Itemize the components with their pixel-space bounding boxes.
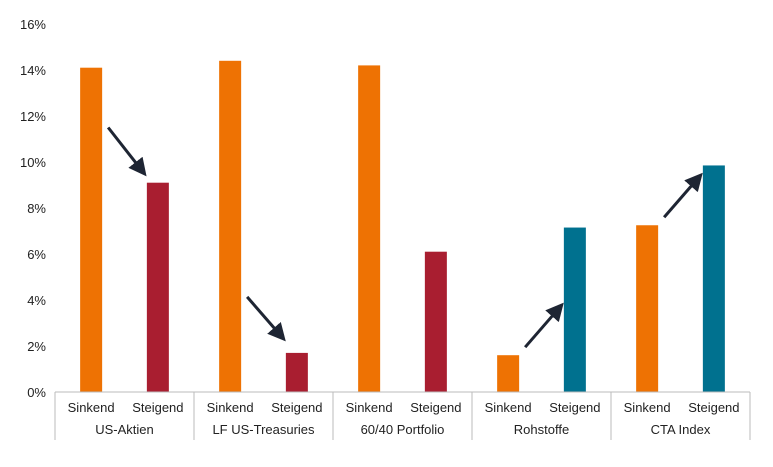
- bar-sinkend: [358, 65, 381, 393]
- x-tick-label: Sinkend: [624, 400, 671, 415]
- group-label: US-Aktien: [95, 422, 154, 437]
- x-tick-label: Steigend: [549, 400, 600, 415]
- group-label: 60/40 Portfolio: [361, 422, 445, 437]
- y-tick-label: 0%: [27, 385, 46, 400]
- x-tick-label: Steigend: [132, 400, 183, 415]
- trend-arrow-down: [246, 295, 286, 342]
- bar-steigend: [424, 251, 447, 392]
- y-axis: 0% 2% 4% 6% 8% 10% 12% 14% 16%: [20, 17, 46, 400]
- bar-sinkend: [219, 60, 242, 393]
- trend-arrows: [106, 126, 703, 349]
- trend-arrow-down: [106, 126, 147, 177]
- group-label: Rohstoffe: [514, 422, 569, 437]
- y-tick-label: 14%: [20, 63, 46, 78]
- x-tick-label: Steigend: [410, 400, 461, 415]
- y-tick-label: 16%: [20, 17, 46, 32]
- x-tick-label: Sinkend: [485, 400, 532, 415]
- bar-sinkend: [497, 355, 520, 392]
- x-tick-label: Sinkend: [68, 400, 115, 415]
- bars: [80, 60, 725, 393]
- trend-arrow-up: [524, 302, 564, 349]
- y-tick-label: 10%: [20, 155, 46, 170]
- y-tick-label: 4%: [27, 293, 46, 308]
- y-tick-label: 12%: [20, 109, 46, 124]
- x-tick-label: Steigend: [271, 400, 322, 415]
- x-axis: Sinkend Steigend US-Aktien Sinkend Steigend L…: [54, 391, 751, 440]
- x-tick-label: Steigend: [688, 400, 739, 415]
- x-tick-label: Sinkend: [346, 400, 393, 415]
- bar-steigend: [702, 165, 725, 392]
- group-label: LF US-Treasuries: [212, 422, 315, 437]
- group-label: CTA Index: [651, 422, 711, 437]
- trend-arrow-up: [663, 172, 703, 219]
- bar-steigend: [563, 227, 586, 392]
- x-tick-label: Sinkend: [207, 400, 254, 415]
- bar-steigend: [285, 352, 308, 392]
- y-tick-label: 2%: [27, 339, 46, 354]
- y-tick-label: 6%: [27, 247, 46, 262]
- bar-steigend: [146, 182, 169, 392]
- y-tick-label: 8%: [27, 201, 46, 216]
- bar-sinkend: [636, 225, 659, 392]
- bar-sinkend: [80, 67, 103, 392]
